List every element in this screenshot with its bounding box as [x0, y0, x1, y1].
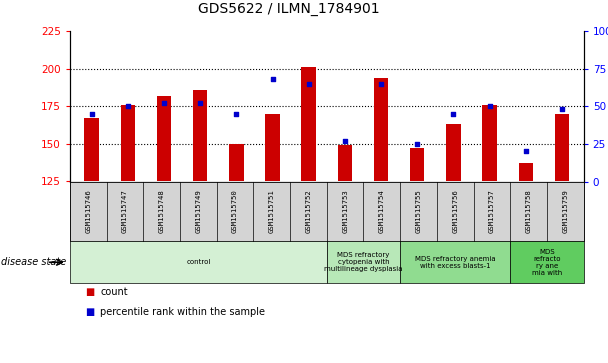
- Text: GSM1515753: GSM1515753: [342, 189, 348, 233]
- Bar: [519, 163, 533, 182]
- Text: disease state: disease state: [1, 257, 66, 267]
- Bar: [157, 95, 171, 182]
- Point: [376, 81, 386, 86]
- Point: [485, 103, 494, 109]
- Text: GSM1515759: GSM1515759: [562, 189, 568, 233]
- Text: MDS refractory anemia
with excess blasts-1: MDS refractory anemia with excess blasts…: [415, 256, 496, 269]
- Point: [412, 141, 422, 147]
- Text: GSM1515757: GSM1515757: [489, 189, 495, 233]
- Text: GSM1515749: GSM1515749: [195, 189, 201, 233]
- Point: [87, 111, 97, 117]
- Text: GSM1515748: GSM1515748: [159, 189, 165, 233]
- Text: MDS
refracto
ry ane
mia with: MDS refracto ry ane mia with: [532, 249, 562, 276]
- Text: GSM1515750: GSM1515750: [232, 189, 238, 233]
- Bar: [265, 114, 280, 182]
- Bar: [446, 124, 461, 182]
- Text: GSM1515754: GSM1515754: [379, 189, 385, 233]
- Bar: [554, 114, 569, 182]
- Text: GSM1515746: GSM1515746: [85, 189, 91, 233]
- Text: ■: ■: [85, 287, 94, 297]
- Point: [521, 148, 531, 154]
- Point: [557, 106, 567, 112]
- Bar: [302, 67, 316, 182]
- Point: [195, 100, 205, 106]
- Point: [123, 103, 133, 109]
- Text: GSM1515747: GSM1515747: [122, 189, 128, 233]
- Text: GDS5622 / ILMN_1784901: GDS5622 / ILMN_1784901: [198, 2, 380, 16]
- Bar: [374, 78, 389, 182]
- Point: [268, 76, 277, 82]
- Bar: [337, 145, 352, 182]
- Point: [232, 111, 241, 117]
- Bar: [229, 144, 244, 182]
- Text: GSM1515755: GSM1515755: [415, 189, 421, 233]
- Text: GSM1515751: GSM1515751: [269, 189, 275, 233]
- Text: GSM1515756: GSM1515756: [452, 189, 458, 233]
- Text: GSM1515752: GSM1515752: [305, 189, 311, 233]
- Text: ■: ■: [85, 307, 94, 317]
- Bar: [410, 148, 424, 182]
- Point: [449, 111, 458, 117]
- Bar: [482, 105, 497, 182]
- Text: MDS refractory
cytopenia with
multilineage dysplasia: MDS refractory cytopenia with multilinea…: [324, 252, 402, 272]
- Text: percentile rank within the sample: percentile rank within the sample: [100, 307, 265, 317]
- Point: [159, 100, 169, 106]
- Text: GSM1515758: GSM1515758: [526, 189, 531, 233]
- Bar: [193, 90, 207, 182]
- Point: [340, 138, 350, 144]
- Point: [304, 81, 314, 86]
- Bar: [85, 118, 99, 182]
- Text: count: count: [100, 287, 128, 297]
- Bar: [120, 105, 135, 182]
- Text: control: control: [186, 259, 210, 265]
